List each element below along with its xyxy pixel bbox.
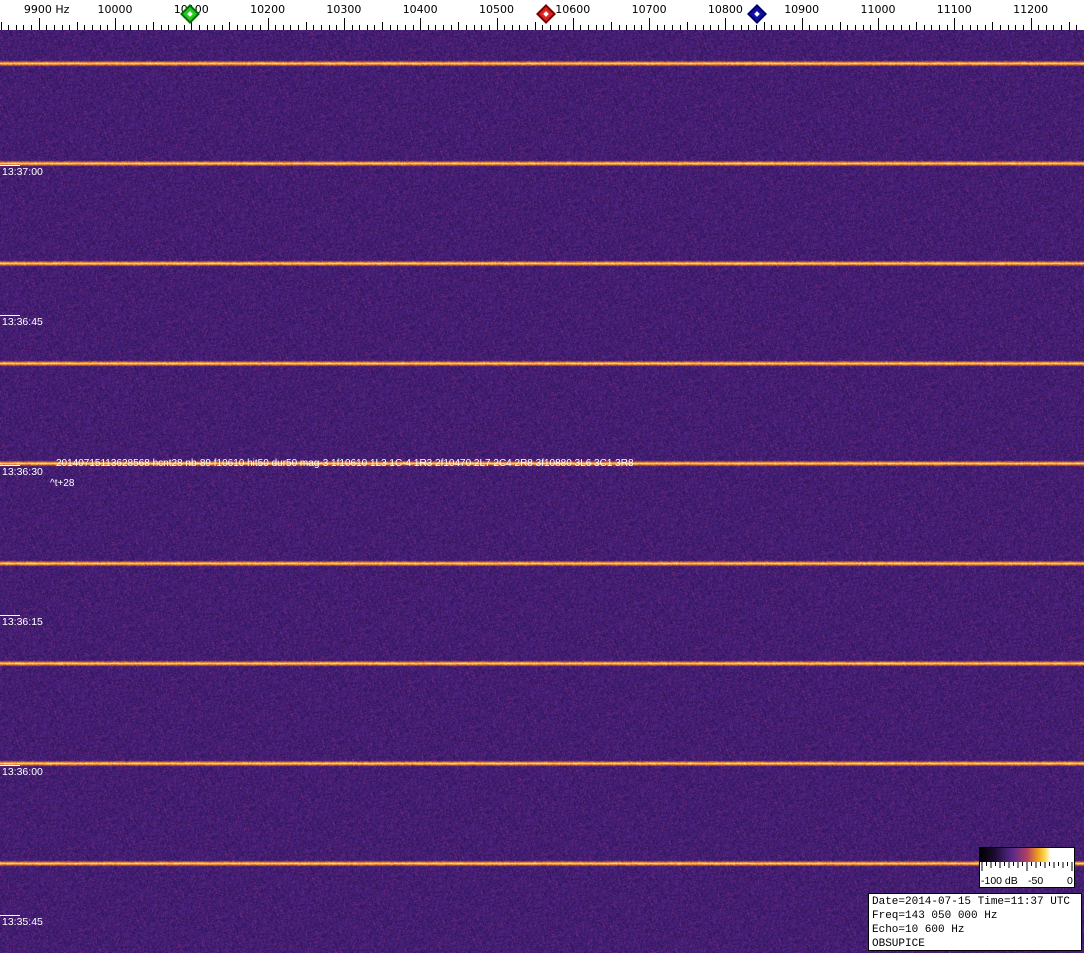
time-tick xyxy=(0,465,20,466)
time-tick xyxy=(0,315,20,316)
x-tick-label: 9900 Hz xyxy=(23,3,70,16)
time-tick xyxy=(0,615,20,616)
time-label: 13:36:00 xyxy=(2,766,43,778)
info-echo: Echo=10 600 Hz xyxy=(872,924,965,936)
info-date-time: Date=2014-07-15 Time=11:37 UTC xyxy=(872,896,1071,908)
colorbar-label-mid: -50 xyxy=(1028,875,1044,887)
time-label: 13:36:15 xyxy=(2,616,43,628)
info-station: OBSUPICE xyxy=(872,938,925,950)
x-tick-label: 10200 xyxy=(250,3,286,16)
time-offset-annotation: ^t+28 xyxy=(50,478,75,489)
x-tick-label: 10800 xyxy=(707,3,743,16)
axis-ticks xyxy=(1,18,1077,30)
x-tick-label: 10500 xyxy=(479,3,514,16)
time-label: 13:35:45 xyxy=(2,916,43,928)
info-box: Date=2014-07-15 Time=11:37 UTC Freq=143 … xyxy=(868,893,1082,951)
time-label: 13:36:30 xyxy=(2,466,43,478)
colorbar-gradient xyxy=(980,848,1074,862)
x-tick-label: 11100 xyxy=(936,3,972,16)
time-tick xyxy=(0,765,20,766)
colorbar-ticks xyxy=(981,862,1073,871)
time-label: 13:36:45 xyxy=(2,316,43,328)
colorbar-label-min: -100 dB xyxy=(981,875,1018,887)
x-tick-label: 10400 xyxy=(402,3,438,16)
x-tick-label: 11200 xyxy=(1013,3,1049,16)
time-tick xyxy=(0,165,20,166)
colorbar-label-max: 0 xyxy=(1067,875,1073,887)
info-frequency: Freq=143 050 000 Hz xyxy=(872,910,998,922)
x-tick-label: 10900 xyxy=(784,3,820,16)
time-label: 13:37:00 xyxy=(2,166,43,178)
colorbar-legend: -100 dB -50 0 xyxy=(979,847,1075,888)
x-tick-label: 11000 xyxy=(860,3,896,16)
x-tick-label: 10300 xyxy=(326,3,362,16)
time-tick xyxy=(0,915,20,916)
x-tick-label: 10700 xyxy=(631,3,667,16)
x-tick-label: 10600 xyxy=(555,3,591,16)
x-tick-label: 10000 xyxy=(97,3,133,16)
meteor-detection-annotation: 20140715113628568 hcnt28 nb-89 f10610 hi… xyxy=(56,458,634,469)
waterfall-spectrogram xyxy=(0,30,1084,953)
